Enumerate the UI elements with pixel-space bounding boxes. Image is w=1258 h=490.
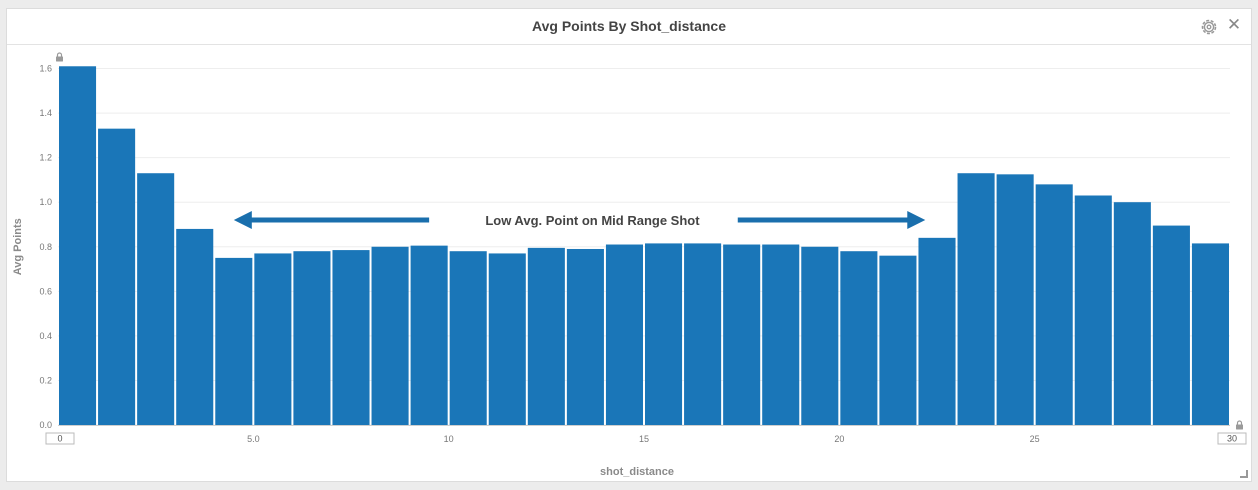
bar bbox=[957, 173, 995, 425]
bar bbox=[566, 248, 604, 425]
bar bbox=[762, 244, 800, 425]
bar bbox=[1074, 195, 1112, 425]
x-axis-lock-icon-shackle bbox=[1236, 420, 1243, 425]
y-axis-title: Avg Points bbox=[12, 218, 24, 275]
bar bbox=[59, 66, 97, 425]
panel-title: Avg Points By Shot_distance bbox=[532, 18, 726, 34]
bar-chart: 0.0 0.2 0.4 0.6 0.8 1.0 1.2 1.4 1.6 5.0 10 15 20 25 0 3… bbox=[12, 52, 1247, 478]
bar bbox=[254, 253, 292, 425]
y-tick-label: 0.0 bbox=[39, 420, 52, 430]
bar bbox=[1191, 243, 1229, 425]
chart-panel: Avg Points By Shot_distance ✕ 0.0 0.2 0.4 0… bbox=[6, 8, 1252, 482]
y-tick-label: 1.6 bbox=[39, 64, 52, 74]
y-axis-lock-icon-shackle bbox=[56, 52, 63, 57]
bar bbox=[879, 255, 917, 425]
y-tick-label: 1.0 bbox=[39, 197, 52, 207]
x-range-min-label: 0 bbox=[57, 434, 62, 444]
annotation-text: Low Avg. Point on Mid Range Shot bbox=[485, 213, 700, 228]
y-tick-label: 0.4 bbox=[39, 331, 52, 341]
bar bbox=[1152, 225, 1190, 425]
resize-handle[interactable] bbox=[1240, 470, 1248, 478]
annotation-arrowhead-right bbox=[907, 211, 926, 230]
bar bbox=[215, 257, 253, 425]
bar bbox=[98, 128, 136, 426]
bar bbox=[527, 247, 565, 425]
bar bbox=[645, 243, 683, 425]
y-tick-label: 0.8 bbox=[39, 242, 52, 252]
bar bbox=[801, 246, 839, 425]
bar bbox=[332, 250, 370, 425]
bar bbox=[918, 237, 956, 425]
bar bbox=[137, 173, 175, 425]
bar bbox=[488, 253, 526, 425]
annotation-arrowhead-left bbox=[233, 211, 252, 230]
x-range-max-label: 30 bbox=[1227, 434, 1237, 444]
bar bbox=[371, 246, 409, 425]
x-range-min-box bbox=[45, 432, 75, 445]
bar bbox=[605, 244, 643, 425]
bar bbox=[1035, 184, 1073, 425]
x-axis-lock-icon bbox=[1236, 424, 1243, 430]
y-tick-label: 1.2 bbox=[39, 153, 52, 163]
bar bbox=[410, 245, 448, 425]
x-tick-label: 20 bbox=[834, 434, 844, 444]
bar bbox=[840, 251, 878, 425]
x-axis-title: shot_distance bbox=[600, 466, 674, 478]
x-tick-label: 10 bbox=[444, 434, 454, 444]
y-tick-label: 0.6 bbox=[39, 286, 52, 296]
y-axis-lock-icon bbox=[56, 56, 63, 62]
bar bbox=[996, 174, 1034, 425]
y-tick-label: 1.4 bbox=[39, 108, 52, 118]
close-icon[interactable]: ✕ bbox=[1226, 15, 1242, 34]
x-tick-label: 5.0 bbox=[247, 434, 260, 444]
gear-icon[interactable] bbox=[1199, 17, 1219, 37]
bar bbox=[449, 251, 487, 425]
x-range-max-box bbox=[1217, 432, 1247, 445]
x-tick-label: 25 bbox=[1030, 434, 1040, 444]
bar bbox=[293, 251, 331, 425]
y-tick-label: 0.2 bbox=[39, 375, 52, 385]
bar bbox=[176, 228, 214, 425]
x-tick-label: 15 bbox=[639, 434, 649, 444]
bar bbox=[1113, 202, 1151, 425]
panel-header: Avg Points By Shot_distance ✕ bbox=[7, 9, 1251, 45]
bar bbox=[684, 243, 722, 425]
bar bbox=[723, 244, 761, 425]
